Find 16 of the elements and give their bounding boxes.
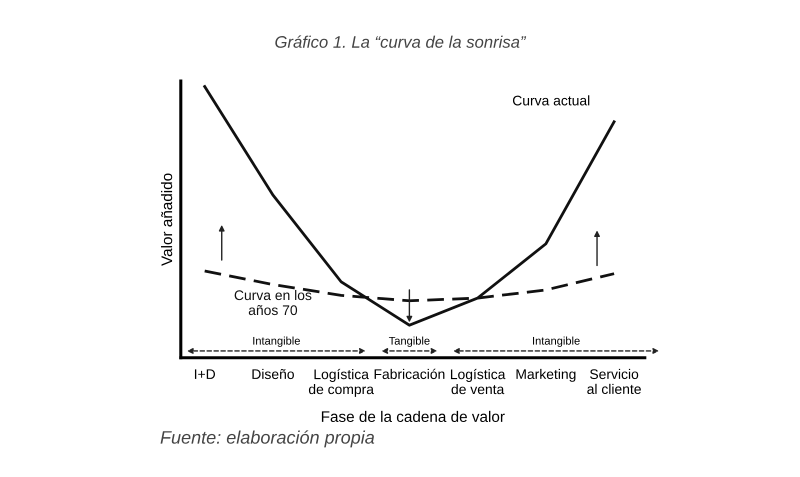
x-tick-label: Marketing	[516, 368, 576, 382]
y-axis-title: Valor añadido	[161, 173, 172, 266]
series-label: Curva en los años 70	[234, 290, 312, 316]
text: Curva actual	[512, 95, 590, 106]
x-tick-label: Logística de compra	[308, 368, 374, 397]
chart-title: Gráfico 1. La “curva de la sonrisa”	[275, 35, 526, 48]
x-tick-label: Servicio al cliente	[587, 368, 641, 394]
x-tick-label: Fabricación	[374, 368, 444, 380]
annotation: Intangible	[533, 336, 580, 347]
x-tick-label: Diseño	[252, 368, 294, 380]
x-axis-title: Fase de la cadena de valor	[322, 410, 505, 422]
x-tick-label: I+D	[194, 369, 216, 379]
annotation: Intangible	[253, 336, 300, 347]
x-tick-label: Logística de venta	[450, 368, 506, 394]
source-note: Fuente: elaboración propia	[160, 430, 374, 448]
annotation: Tangible	[388, 336, 430, 347]
